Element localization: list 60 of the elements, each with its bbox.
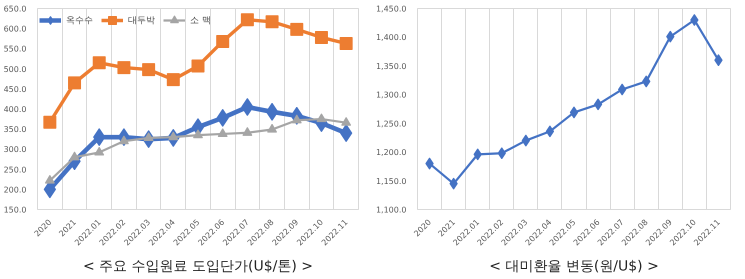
- point: [522, 134, 530, 147]
- point: [144, 132, 154, 142]
- legend-label: 대두박: [128, 14, 155, 26]
- point: [70, 152, 80, 160]
- point: [594, 98, 602, 110]
- point: [43, 116, 56, 129]
- point: [218, 128, 228, 138]
- y-tick-label: 1,200.0: [376, 148, 407, 158]
- legend-label: 옥수수: [66, 14, 93, 26]
- legend-label: 소 맥: [190, 14, 211, 26]
- y-tick-label: 1,400.0: [376, 33, 407, 42]
- point: [266, 102, 278, 121]
- text: < 주요 수입원료 도입단가(U$/톤) >: [82, 258, 314, 274]
- point: [117, 61, 130, 74]
- point: [193, 129, 203, 138]
- y-tick-label: 200.0: [4, 185, 27, 194]
- point: [341, 116, 352, 126]
- point: [314, 30, 328, 44]
- y-tick-label: 1,250.0: [376, 119, 407, 128]
- point: [690, 14, 699, 26]
- point: [92, 56, 106, 70]
- y-tick-label: 150.0: [4, 206, 27, 214]
- point: [714, 54, 723, 66]
- point: [216, 34, 230, 48]
- y-tick-label: 550.0: [4, 44, 27, 54]
- y-tick-label: 1,150.0: [376, 176, 407, 186]
- point: [94, 146, 104, 156]
- y-tick-label: 500.0: [4, 64, 27, 74]
- y-tick-label: 1,350.0: [376, 62, 407, 71]
- point: [267, 124, 278, 133]
- point: [166, 73, 180, 86]
- y-tick-label: 250.0: [4, 165, 27, 174]
- y-tick-label: 300.0: [4, 145, 27, 154]
- point: [546, 125, 554, 138]
- point: [618, 83, 626, 96]
- y-tick-label: 1,100.0: [376, 206, 407, 214]
- point: [290, 22, 304, 36]
- y-tick-label: 350.0: [4, 125, 27, 134]
- point: [68, 76, 82, 90]
- y-tick-label: 650.0: [4, 4, 27, 14]
- point: [44, 174, 55, 184]
- point: [240, 13, 254, 26]
- y-tick-label: 450.0: [4, 84, 27, 94]
- y-tick-label: 400.0: [4, 105, 27, 114]
- point: [570, 106, 578, 118]
- point: [266, 15, 279, 28]
- point: [316, 113, 326, 122]
- point: [192, 59, 204, 72]
- point: [142, 63, 156, 76]
- point: [241, 98, 254, 116]
- point: [449, 178, 458, 190]
- y-tick-label: 1,450.0: [376, 4, 407, 14]
- point: [118, 135, 129, 144]
- point: [242, 127, 252, 136]
- y-tick-label: 1,300.0: [376, 90, 407, 100]
- point: [340, 36, 353, 50]
- point: [425, 158, 434, 170]
- text: < 대미환율 변동(원/U$) >: [489, 258, 659, 274]
- point: [340, 124, 352, 142]
- y-tick-label: 600.0: [4, 24, 27, 34]
